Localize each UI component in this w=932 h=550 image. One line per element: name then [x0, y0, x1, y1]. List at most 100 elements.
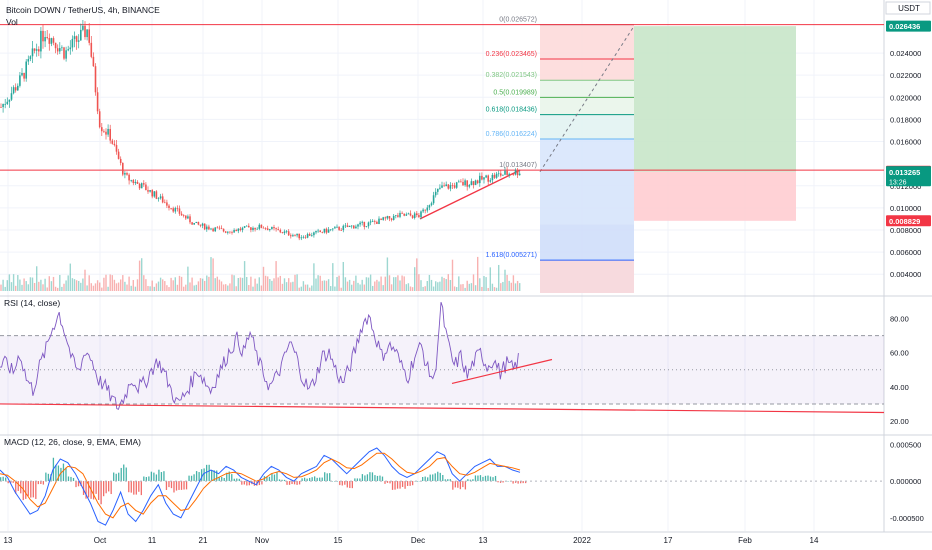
fib-level-label-6: 1(0.013407) [499, 162, 537, 169]
candle-body [493, 174, 496, 178]
volume-bar [267, 276, 269, 291]
volume-bar [405, 284, 407, 291]
macd-histogram-bar [32, 481, 34, 498]
macd-histogram-bar [198, 472, 200, 482]
volume-bar [61, 286, 63, 291]
macd-histogram-bar [105, 481, 107, 494]
volume-bar [82, 278, 84, 291]
candle-body [269, 229, 271, 231]
macd-histogram-bar [168, 481, 170, 488]
candle-body [397, 215, 399, 217]
candle-body [510, 173, 513, 175]
volume-bar [430, 279, 433, 291]
fib-zone-blue [540, 170, 634, 225]
volume-bar [487, 287, 489, 291]
candle-body [340, 229, 342, 231]
macd-histogram-bar [42, 481, 45, 485]
candle-body [290, 235, 292, 237]
candle-body [233, 229, 235, 233]
candle-body [302, 236, 305, 238]
rsi-tick-label-3: 20.00 [890, 417, 909, 426]
candle-body [172, 208, 174, 212]
macd-histogram-bar [188, 475, 190, 482]
volume-bar [306, 284, 309, 291]
ascending-trendline [419, 169, 521, 220]
candle-body [443, 185, 445, 187]
macd-histogram-bar [464, 481, 467, 490]
volume-bar [2, 279, 4, 291]
volume-bar [208, 276, 210, 291]
macd-histogram-bar [406, 481, 409, 486]
volume-bar [157, 281, 160, 291]
volume-bar [361, 279, 363, 291]
time-tick-label-9: 17 [664, 536, 673, 545]
candle-body [191, 222, 193, 225]
volume-bar [206, 275, 208, 291]
volume-bar [491, 283, 494, 291]
rsi-support-line [0, 403, 885, 414]
volume-bar [336, 276, 338, 291]
volume-bar [309, 287, 311, 291]
candle-body [124, 173, 126, 175]
volume-bar [155, 283, 158, 291]
candle-body [434, 191, 437, 196]
volume-bar [420, 280, 422, 291]
volume-bar [15, 285, 17, 291]
macd-histogram-bar [281, 479, 283, 482]
candle-body [346, 225, 349, 228]
volume-bar [260, 285, 263, 291]
volume-bar [124, 281, 126, 291]
volume-bar [36, 266, 38, 291]
macd-histogram-bar [128, 481, 130, 493]
macd-histogram-bar [118, 472, 120, 482]
candle-body [56, 48, 59, 52]
macd-histogram-bar [233, 478, 235, 482]
macd-histogram-bar [507, 481, 509, 482]
currency-badge[interactable]: USDT [885, 1, 931, 15]
candle-body [161, 196, 164, 203]
macd-histogram-bar [65, 467, 67, 482]
volume-bar [111, 275, 113, 291]
volume-bar [399, 280, 401, 291]
candle-body [359, 222, 361, 225]
macd-histogram-bar [190, 475, 193, 482]
volume-bar [380, 276, 382, 291]
macd-histogram-bar [301, 478, 303, 482]
candle-body [94, 66, 97, 93]
macd-histogram-bar [427, 477, 429, 482]
candle-body [140, 183, 143, 189]
volume-bar [275, 261, 277, 291]
candle-body [103, 131, 105, 132]
volume-label: Vol [6, 17, 18, 27]
candle-body [75, 36, 78, 42]
volume-bar [237, 278, 239, 291]
volume-bar [252, 286, 254, 291]
macd-histogram-bar [391, 481, 394, 490]
volume-bar [75, 280, 78, 291]
rsi-tick-label-1: 60.00 [890, 349, 909, 358]
macd-histogram-bar [520, 481, 522, 484]
volume-bar [27, 284, 29, 291]
volume-bar [231, 274, 233, 291]
macd-histogram-bar [80, 481, 82, 487]
volume-bar [8, 274, 11, 291]
macd-histogram-bar [364, 475, 366, 482]
candle-body [430, 203, 433, 206]
macd-histogram-bar [7, 481, 9, 484]
macd-histogram-bar [92, 481, 95, 500]
macd-histogram-bar [175, 481, 178, 491]
candle-body [199, 224, 202, 226]
volume-bar [166, 285, 168, 291]
candle-body [470, 181, 473, 185]
candle-body [46, 37, 48, 39]
volume-bar [241, 277, 244, 291]
volume-bar [90, 283, 92, 291]
candle-body [506, 170, 508, 175]
volume-bar [40, 279, 42, 291]
candle-body [155, 191, 158, 199]
candle-body [38, 49, 40, 52]
volume-bar [495, 287, 498, 291]
macd-histogram-bar [314, 476, 316, 482]
macd-histogram-bar [148, 476, 150, 482]
